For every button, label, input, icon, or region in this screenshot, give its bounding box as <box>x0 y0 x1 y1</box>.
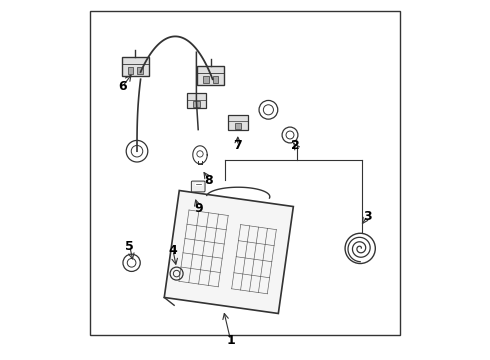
Text: 4: 4 <box>169 244 177 257</box>
Text: 5: 5 <box>125 240 134 253</box>
Bar <box>90 11 400 335</box>
Polygon shape <box>164 190 294 314</box>
Text: 7: 7 <box>233 139 242 152</box>
FancyBboxPatch shape <box>192 181 205 192</box>
Bar <box>137 67 143 74</box>
FancyBboxPatch shape <box>122 57 149 76</box>
Text: 9: 9 <box>194 202 202 215</box>
Bar <box>213 76 219 83</box>
Text: 2: 2 <box>291 139 300 152</box>
Bar <box>235 123 241 129</box>
Text: 8: 8 <box>205 174 213 186</box>
Bar <box>128 67 133 74</box>
Bar <box>193 102 199 107</box>
Text: 1: 1 <box>226 334 235 347</box>
Text: 6: 6 <box>118 80 127 93</box>
FancyBboxPatch shape <box>228 115 247 130</box>
FancyBboxPatch shape <box>197 66 224 85</box>
FancyBboxPatch shape <box>187 93 206 108</box>
Bar <box>203 76 209 83</box>
Text: 3: 3 <box>363 210 372 222</box>
